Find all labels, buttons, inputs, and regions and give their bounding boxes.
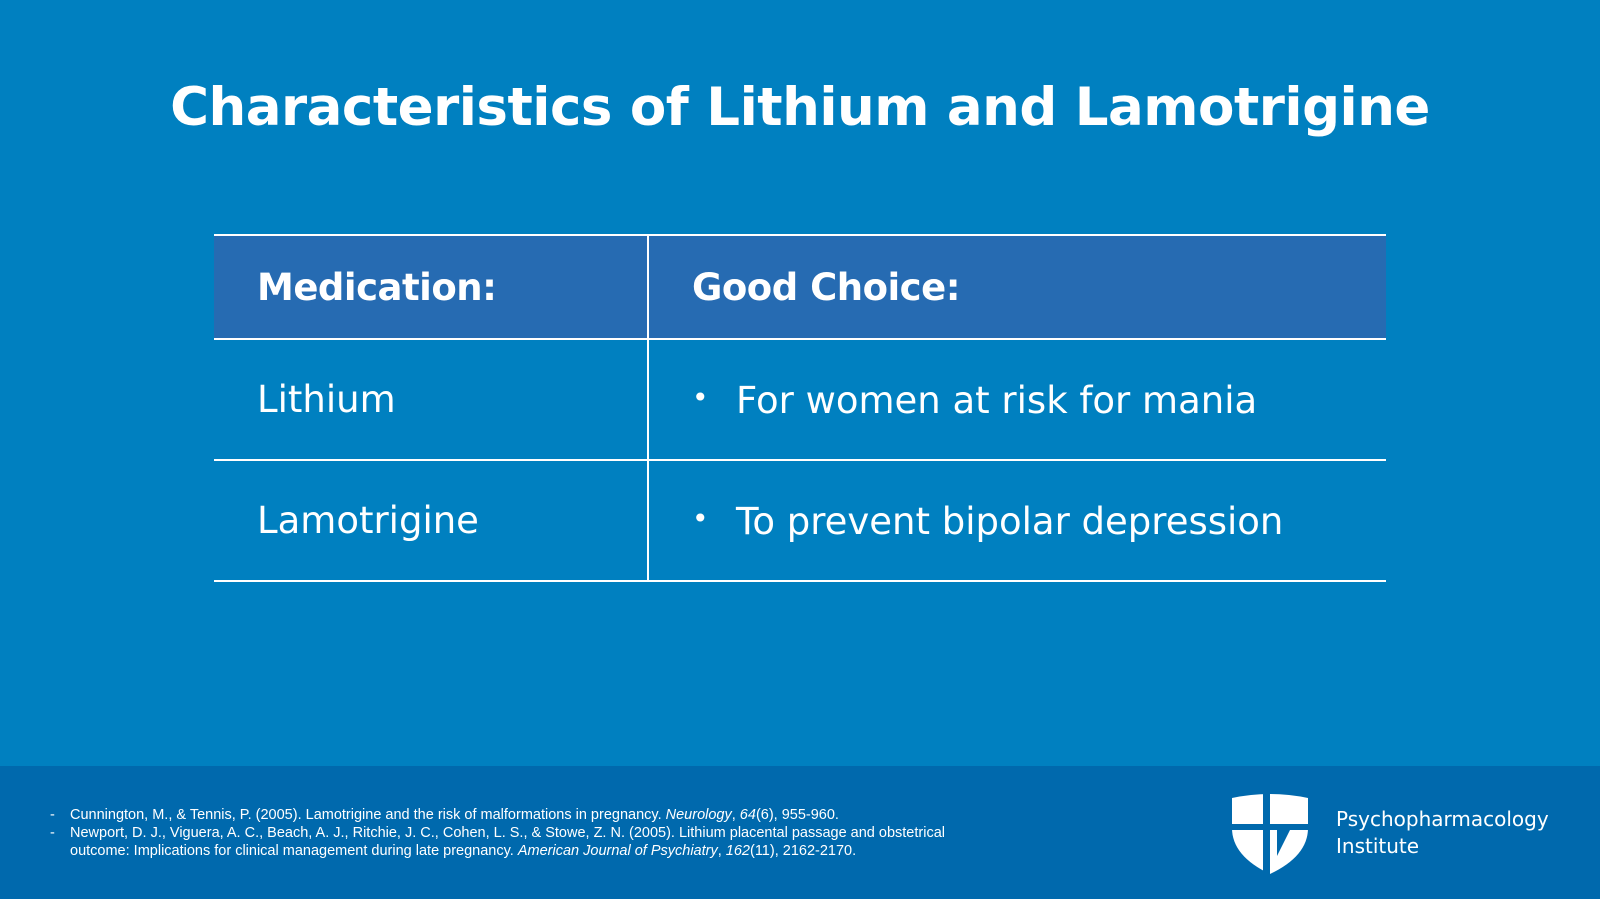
bullet-icon: • — [692, 381, 709, 414]
reference-item: - Cunnington, M., & Tennis, P. (2005). La… — [50, 806, 990, 824]
good-choice-text: To prevent bipolar depression — [736, 500, 1284, 543]
reference-separator: , — [731, 807, 740, 823]
header-medication: Medication: — [214, 235, 649, 339]
logo-line-2: Institute — [1336, 834, 1420, 858]
bullet-icon: • — [692, 502, 709, 535]
reference-list: - Cunnington, M., & Tennis, P. (2005). La… — [50, 806, 990, 860]
good-choice-cell: • For women at risk for mania — [648, 339, 1386, 460]
good-choice-cell: • To prevent bipolar depression — [648, 460, 1386, 581]
medication-cell: Lithium — [214, 339, 649, 460]
institute-logo: Psychopharmacology Institute — [1230, 794, 1550, 874]
shield-cross-icon — [1230, 794, 1310, 874]
table-row: Lamotrigine • To prevent bipolar depressi… — [214, 460, 1386, 581]
good-choice-text: For women at risk for mania — [736, 379, 1258, 422]
reference-dash: - — [50, 807, 55, 823]
slide-title: Characteristics of Lithium and Lamotrigi… — [170, 77, 1430, 138]
reference-journal: Neurology — [665, 807, 732, 823]
header-good-choice: Good Choice: — [692, 265, 961, 309]
reference-pages: (11), 2162-2170. — [749, 843, 857, 859]
reference-separator: , — [717, 843, 726, 859]
reference-text: Cunnington, M., & Tennis, P. (2005). Lam… — [70, 807, 666, 823]
logo-text: Psychopharmacology Institute — [1336, 806, 1549, 860]
reference-pages: (6), 955-960. — [755, 807, 839, 823]
reference-volume: 64 — [739, 807, 756, 823]
medication-cell: Lamotrigine — [214, 460, 649, 581]
reference-dash: - — [50, 825, 55, 841]
logo-line-1: Psychopharmacology — [1336, 807, 1549, 831]
reference-item: - Newport, D. J., Viguera, A. C., Beach, … — [50, 824, 990, 860]
reference-volume: 162 — [725, 843, 750, 859]
reference-text: Newport, D. J., Viguera, A. C., Beach, A… — [70, 825, 945, 859]
footer-bar: - Cunnington, M., & Tennis, P. (2005). La… — [0, 766, 1600, 899]
medication-table: Medication: Good Choice: Lithium • For wo… — [214, 234, 1386, 582]
table-header-row: Medication: Good Choice: — [214, 235, 1386, 339]
reference-journal: American Journal of Psychiatry — [517, 843, 718, 859]
table-row: Lithium • For women at risk for mania — [214, 339, 1386, 460]
